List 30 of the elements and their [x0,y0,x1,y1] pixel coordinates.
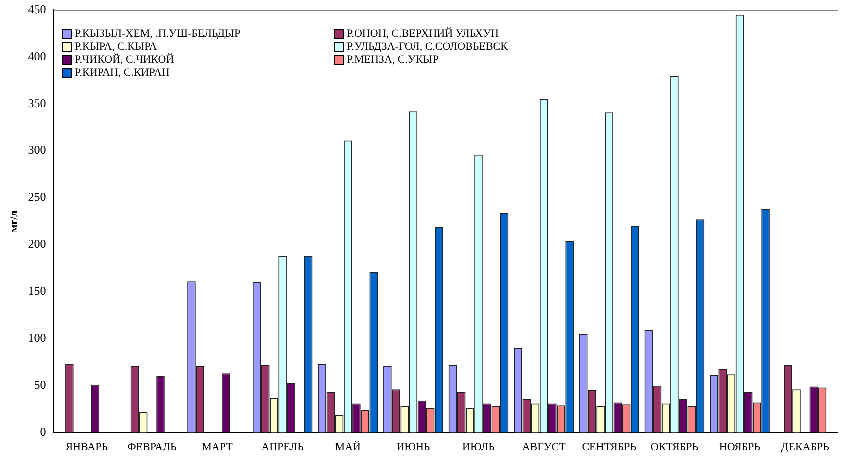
x-tick-label: ДЕКАБРЬ [781,441,830,454]
y-tick-label: 50 [34,378,46,392]
x-tick-label: ОКТЯБРЬ [650,441,699,454]
y-tick-label: 100 [28,331,46,346]
legend-label: Р.КЫЗЫЛ-ХЕМ, .П.УШ-БЕЛЬДЫР [74,28,242,40]
y-tick-label: 450 [28,2,46,16]
legend-label: Р.КИРАН, С.КИРАН [74,67,171,79]
y-tick-label: 0 [40,424,46,439]
legend-label: Р.ОНОН, С.ВЕРХНИЙ УЛЬХУН [346,28,500,40]
y-axis-title: мг/л [8,210,20,232]
y-tick-label: 400 [28,49,46,64]
legend-label: Р.МЕНЗА, С.УКЫР [346,54,440,66]
legend-label: Р.КЫРА, С.КЫРА [74,41,158,53]
x-tick-label: НОЯБРЬ [719,441,761,454]
y-tick-label: 350 [28,96,46,110]
x-tick-label: ЯНВАРЬ [66,441,108,454]
y-tick-label: 300 [28,143,46,158]
y-tick-label: 200 [28,237,46,252]
x-tick-label: АПРЕЛЬ [262,441,304,454]
x-tick-label: ИЮЛЬ [462,441,495,454]
x-tick-label: ИЮНЬ [396,441,430,454]
y-tick-label: 150 [28,284,46,298]
x-tick-label: МАЙ [335,440,362,454]
legend-label: Р.ЧИКОЙ, С.ЧИКОЙ [74,54,176,66]
y-tick-label: 250 [28,190,46,204]
x-tick-label: СЕНТЯБРЬ [582,441,637,454]
x-tick-label: АВГУСТ [522,441,566,454]
x-tick-label: ФЕВРАЛЬ [128,441,177,454]
x-tick-label: МАРТ [202,441,234,454]
legend-label: Р.УЛЬДЗА-ГОЛ, С.СОЛОВЬЕВСК [346,41,508,53]
